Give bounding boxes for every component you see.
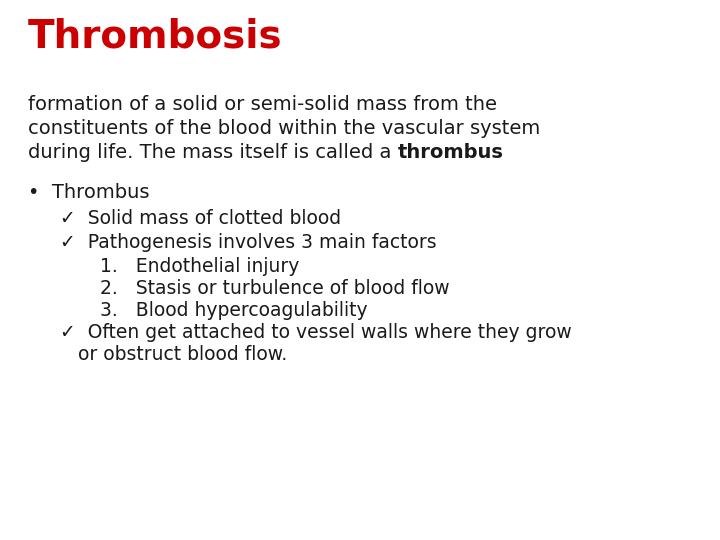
Text: during life. The mass itself is called a: during life. The mass itself is called a [28, 143, 397, 162]
Text: 2.   Stasis or turbulence of blood flow: 2. Stasis or turbulence of blood flow [100, 279, 449, 298]
Text: •  Thrombus: • Thrombus [28, 183, 150, 202]
Text: thrombus: thrombus [397, 143, 503, 162]
Text: ✓  Often get attached to vessel walls where they grow
   or obstruct blood flow.: ✓ Often get attached to vessel walls whe… [60, 323, 572, 364]
Text: ✓  Solid mass of clotted blood: ✓ Solid mass of clotted blood [60, 209, 341, 228]
Text: ✓  Pathogenesis involves 3 main factors: ✓ Pathogenesis involves 3 main factors [60, 233, 436, 252]
Text: formation of a solid or semi-solid mass from the: formation of a solid or semi-solid mass … [28, 95, 497, 114]
Text: 3.   Blood hypercoagulability: 3. Blood hypercoagulability [100, 301, 368, 320]
Text: constituents of the blood within the vascular system: constituents of the blood within the vas… [28, 119, 540, 138]
Text: 1.   Endothelial injury: 1. Endothelial injury [100, 257, 300, 276]
Text: Thrombosis: Thrombosis [28, 18, 283, 56]
